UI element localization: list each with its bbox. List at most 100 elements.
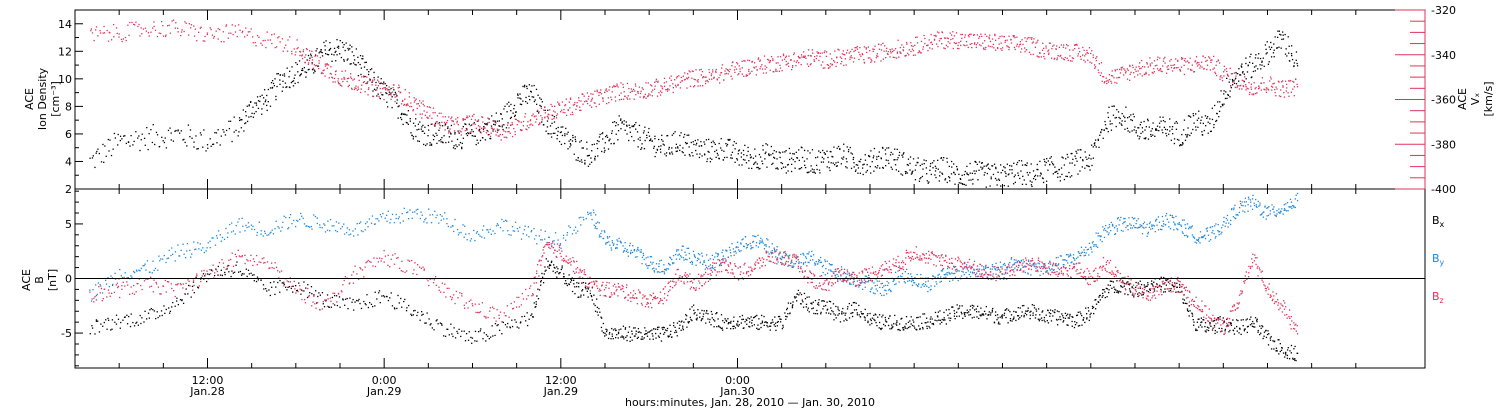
vx-point bbox=[1158, 69, 1160, 72]
bx-point bbox=[886, 321, 888, 323]
density-point bbox=[983, 165, 985, 167]
density-point bbox=[626, 125, 628, 127]
vx-point bbox=[819, 52, 821, 54]
vx-point bbox=[1229, 67, 1231, 69]
density-point bbox=[586, 148, 588, 150]
bx-point bbox=[939, 310, 941, 312]
vx-point bbox=[1258, 87, 1261, 89]
bx-point bbox=[608, 331, 611, 334]
vx-point bbox=[733, 69, 736, 71]
vx-point bbox=[1153, 71, 1156, 73]
vx-point bbox=[490, 127, 493, 129]
vx-point bbox=[551, 114, 553, 116]
bx-point bbox=[796, 293, 798, 295]
density-point bbox=[1066, 153, 1068, 156]
density-point bbox=[1026, 162, 1028, 164]
density-point bbox=[1081, 166, 1083, 168]
vx-point bbox=[518, 120, 520, 122]
vx-point bbox=[535, 118, 538, 120]
density-point bbox=[1148, 126, 1150, 128]
density-point bbox=[148, 132, 150, 135]
density-point bbox=[896, 148, 898, 151]
density-point bbox=[738, 149, 741, 151]
vx-point bbox=[661, 86, 663, 88]
bx-point bbox=[1198, 318, 1200, 320]
density-point bbox=[1117, 111, 1120, 113]
vx-point bbox=[304, 61, 306, 64]
bx-point bbox=[949, 319, 951, 322]
density-point bbox=[705, 139, 708, 141]
bx-point bbox=[858, 304, 860, 307]
vx-point bbox=[212, 37, 215, 39]
bx-point bbox=[978, 317, 980, 320]
density-point bbox=[813, 171, 815, 173]
density-point bbox=[468, 132, 470, 135]
density-point bbox=[1082, 159, 1084, 162]
density-point bbox=[904, 170, 907, 173]
vx-point bbox=[350, 87, 353, 89]
density-point bbox=[1126, 117, 1129, 119]
vx-point bbox=[1177, 66, 1179, 69]
vx-point bbox=[453, 130, 456, 132]
density-point bbox=[396, 99, 398, 101]
vx-point bbox=[918, 50, 920, 52]
density-point bbox=[1007, 174, 1009, 176]
vx-point bbox=[564, 112, 566, 114]
vx-point bbox=[121, 40, 123, 43]
bx-point bbox=[1197, 318, 1199, 320]
vx-point bbox=[487, 122, 489, 124]
vx-point bbox=[445, 121, 448, 124]
bx-point bbox=[591, 299, 593, 301]
bx-point bbox=[1280, 346, 1283, 349]
vx-point bbox=[642, 97, 645, 99]
density-point bbox=[1237, 73, 1239, 75]
density-point bbox=[1043, 158, 1045, 161]
bx-point bbox=[1113, 291, 1116, 294]
vx-point bbox=[919, 51, 921, 53]
bx-point bbox=[881, 316, 883, 318]
density-point bbox=[422, 124, 424, 127]
bx-point bbox=[287, 286, 289, 289]
bx-point bbox=[1232, 329, 1235, 332]
bx-point bbox=[1209, 322, 1211, 324]
vx-point bbox=[567, 109, 569, 111]
density-point bbox=[1291, 54, 1293, 57]
vx-point bbox=[1021, 39, 1023, 41]
density-point bbox=[931, 162, 934, 164]
density-point bbox=[205, 150, 207, 152]
bx-point bbox=[766, 324, 768, 327]
vx-point bbox=[880, 49, 883, 51]
bx-point bbox=[511, 325, 514, 328]
bx-point bbox=[1001, 317, 1003, 319]
density-point bbox=[647, 131, 650, 134]
bx-point bbox=[169, 310, 172, 312]
density-point bbox=[665, 152, 668, 154]
density-point bbox=[266, 104, 268, 107]
bx-point bbox=[1031, 304, 1034, 306]
bx-point bbox=[504, 323, 507, 326]
density-point bbox=[1268, 61, 1270, 63]
bx-point bbox=[678, 320, 680, 323]
density-point bbox=[668, 148, 670, 150]
density-point bbox=[461, 147, 463, 150]
vx-point bbox=[998, 37, 1000, 40]
bx-point bbox=[989, 314, 992, 316]
density-point bbox=[613, 143, 615, 145]
density-point bbox=[251, 112, 253, 115]
density-point bbox=[475, 143, 477, 146]
density-point bbox=[1231, 84, 1234, 86]
density-point bbox=[1225, 91, 1227, 93]
vx-point bbox=[813, 59, 815, 61]
bx-point bbox=[635, 333, 637, 335]
vx-point bbox=[180, 34, 182, 37]
density-point bbox=[158, 145, 161, 148]
vx-point bbox=[753, 66, 755, 69]
density-point bbox=[420, 128, 422, 130]
vx-point bbox=[1177, 59, 1179, 62]
vx-point bbox=[1056, 45, 1058, 47]
density-point bbox=[1052, 164, 1055, 166]
top-right-axis: -400-380-360-340-320 bbox=[1395, 4, 1456, 196]
bx-point bbox=[810, 302, 813, 304]
bx-point bbox=[323, 306, 326, 308]
vx-point bbox=[999, 35, 1001, 38]
